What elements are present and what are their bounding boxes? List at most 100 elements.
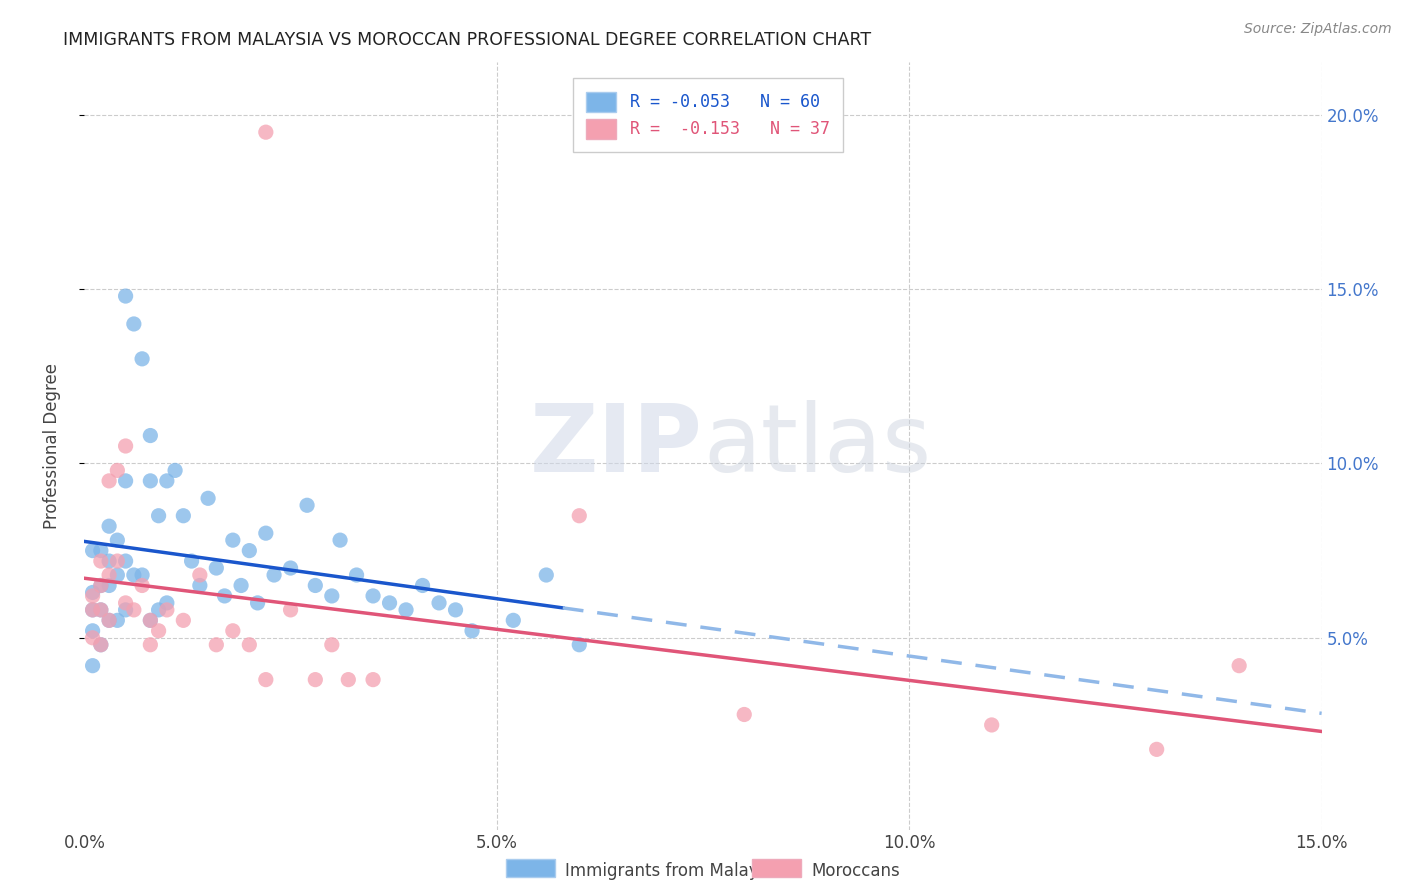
Point <box>568 508 591 523</box>
Point <box>90 543 112 558</box>
Point <box>205 638 228 652</box>
Point <box>502 613 524 627</box>
Point <box>131 578 153 592</box>
Point <box>148 624 170 638</box>
Point <box>82 603 104 617</box>
Point <box>98 554 121 568</box>
Point <box>98 474 121 488</box>
Point <box>82 589 104 603</box>
Point <box>156 474 179 488</box>
Point <box>980 718 1002 732</box>
Point <box>461 624 484 638</box>
Point <box>98 613 121 627</box>
Point <box>114 554 136 568</box>
Point <box>105 533 128 548</box>
Point <box>188 568 211 582</box>
Point <box>254 526 277 541</box>
Point <box>304 673 326 687</box>
Point <box>139 474 162 488</box>
Point <box>90 578 112 592</box>
Point <box>295 498 318 512</box>
Point <box>337 673 360 687</box>
Point <box>156 596 179 610</box>
Point <box>114 474 136 488</box>
Point <box>246 596 269 610</box>
Point <box>222 533 245 548</box>
Point <box>98 568 121 582</box>
Point <box>90 603 112 617</box>
Point <box>733 707 755 722</box>
Point <box>412 578 434 592</box>
Point <box>238 638 260 652</box>
Point <box>139 638 162 652</box>
Point <box>427 596 450 610</box>
Point <box>82 624 104 638</box>
Point <box>82 658 104 673</box>
Text: IMMIGRANTS FROM MALAYSIA VS MOROCCAN PROFESSIONAL DEGREE CORRELATION CHART: IMMIGRANTS FROM MALAYSIA VS MOROCCAN PRO… <box>63 31 872 49</box>
Point <box>395 603 418 617</box>
Point <box>214 589 236 603</box>
Point <box>361 673 384 687</box>
Point <box>90 638 112 652</box>
Point <box>361 589 384 603</box>
Point <box>568 638 591 652</box>
Point <box>139 428 162 442</box>
Text: Moroccans: Moroccans <box>811 862 900 880</box>
Point <box>122 603 145 617</box>
Point <box>139 613 162 627</box>
Text: Source: ZipAtlas.com: Source: ZipAtlas.com <box>1244 22 1392 37</box>
Point <box>378 596 401 610</box>
Point <box>254 673 277 687</box>
Point <box>304 578 326 592</box>
Point <box>148 603 170 617</box>
Point <box>321 638 343 652</box>
Point <box>122 568 145 582</box>
Point <box>98 613 121 627</box>
Point <box>229 578 252 592</box>
Point <box>346 568 368 582</box>
Point <box>105 568 128 582</box>
Y-axis label: Professional Degree: Professional Degree <box>42 363 60 529</box>
Point <box>114 596 136 610</box>
Point <box>222 624 245 638</box>
Point <box>238 543 260 558</box>
Point <box>139 613 162 627</box>
Point <box>1146 742 1168 756</box>
Text: ZIP: ZIP <box>530 400 703 492</box>
Point <box>156 603 179 617</box>
Point <box>122 317 145 331</box>
Point <box>280 603 302 617</box>
Point <box>172 613 194 627</box>
Point <box>205 561 228 575</box>
Text: atlas: atlas <box>703 400 931 492</box>
Point <box>444 603 467 617</box>
Point <box>188 578 211 592</box>
Point <box>131 351 153 366</box>
Point <box>536 568 558 582</box>
Point <box>82 631 104 645</box>
Point <box>90 578 112 592</box>
Point <box>90 554 112 568</box>
Point <box>105 463 128 477</box>
Point <box>82 543 104 558</box>
Point <box>254 125 277 139</box>
Point <box>105 613 128 627</box>
Point <box>329 533 352 548</box>
Point <box>82 585 104 599</box>
Point <box>98 578 121 592</box>
Point <box>263 568 285 582</box>
Point <box>131 568 153 582</box>
Point <box>280 561 302 575</box>
Point <box>90 603 112 617</box>
Point <box>165 463 187 477</box>
Point <box>148 508 170 523</box>
Point <box>172 508 194 523</box>
Point <box>114 603 136 617</box>
Point <box>105 554 128 568</box>
Point <box>180 554 202 568</box>
Point <box>321 589 343 603</box>
Point <box>98 519 121 533</box>
Point <box>114 289 136 303</box>
Point <box>82 603 104 617</box>
Text: Immigrants from Malaysia: Immigrants from Malaysia <box>565 862 782 880</box>
